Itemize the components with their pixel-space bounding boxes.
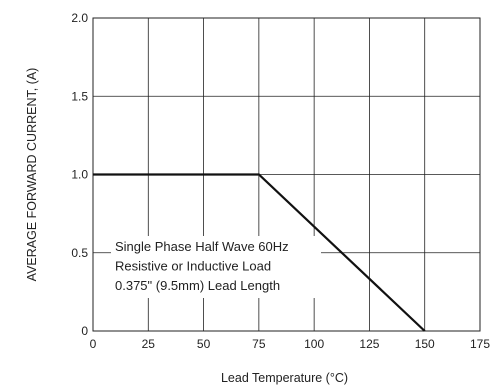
annotation-line: 0.375" (9.5mm) Lead Length	[115, 278, 280, 293]
x-tick-label: 125	[359, 337, 379, 351]
y-tick-label: 1.0	[71, 168, 88, 182]
x-tick-label: 75	[252, 337, 266, 351]
y-tick-label: 0	[81, 324, 88, 338]
x-axis-ticks: 0 25 50 75 100 125 150 175	[90, 337, 491, 351]
x-tick-label: 25	[142, 337, 156, 351]
x-tick-label: 100	[304, 337, 324, 351]
x-tick-label: 175	[470, 337, 490, 351]
y-tick-label: 2.0	[71, 11, 88, 25]
annotation-background	[111, 236, 321, 298]
current-derating-line	[93, 173, 426, 332]
annotation-line: Resistive or Inductive Load	[115, 259, 271, 274]
annotation-block: Single Phase Half Wave 60Hz Resistive or…	[115, 239, 289, 293]
annotation-line: Single Phase Half Wave 60Hz	[115, 239, 289, 254]
x-tick-label: 50	[197, 337, 211, 351]
y-axis-ticks: 0 0.5 1.0 1.5 2.0	[71, 11, 88, 338]
x-axis-title: Lead Temperature (°C)	[221, 371, 348, 385]
x-tick-label: 0	[90, 337, 97, 351]
y-axis-title: AVERAGE FORWARD CURRENT, (A)	[25, 68, 39, 282]
y-tick-label: 0.5	[71, 246, 88, 260]
y-tick-label: 1.5	[71, 89, 88, 103]
x-tick-label: 150	[415, 337, 435, 351]
